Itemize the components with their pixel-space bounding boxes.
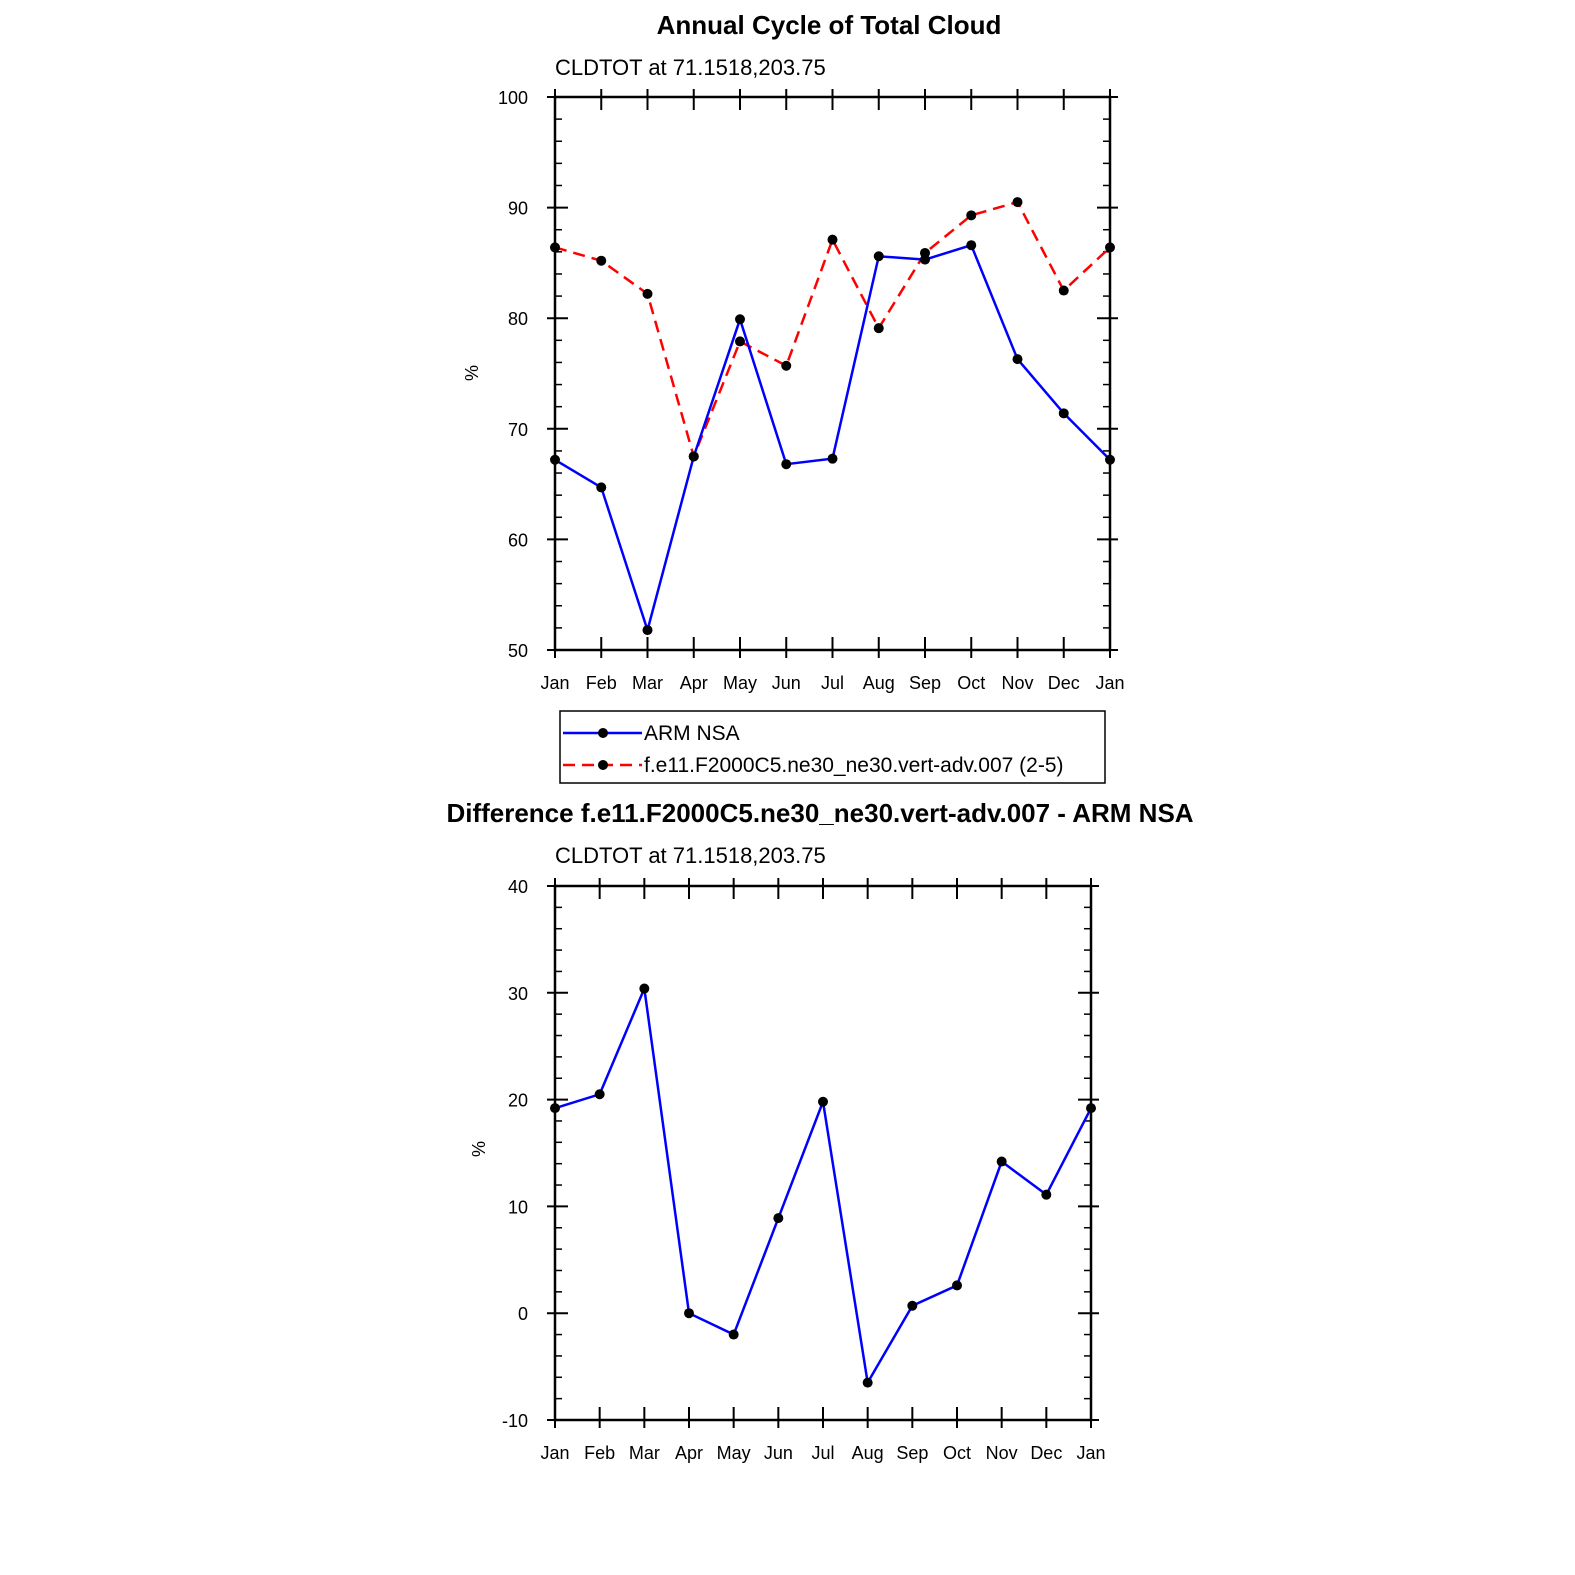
x-tick-label: Jan [540, 1443, 569, 1463]
data-point [827, 234, 838, 245]
y-tick-label: 30 [508, 984, 528, 1004]
x-tick-label: Feb [584, 1443, 615, 1463]
data-point [966, 240, 977, 251]
x-tick-label: Oct [957, 673, 985, 693]
legend-box [559, 710, 1106, 784]
y-tick-label: 80 [508, 309, 528, 329]
chart-subtitle: CLDTOT at 71.1518,203.75 [555, 843, 826, 868]
plot-frame [553, 884, 1093, 1422]
y-axis-label: % [462, 365, 482, 381]
y-tick-label: 0 [518, 1304, 528, 1324]
legend-item-arm-nsa: ARM NSA [563, 722, 740, 745]
data-point [862, 1377, 873, 1388]
data-point [1012, 354, 1023, 365]
y-tick-label: 70 [508, 420, 528, 440]
y-tick-label: 20 [508, 1091, 528, 1111]
legend-marker-model [598, 760, 608, 770]
y-tick-label: -10 [502, 1411, 528, 1431]
chart-subtitle: CLDTOT at 71.1518,203.75 [555, 55, 826, 80]
data-point [1041, 1189, 1052, 1200]
chart-title: Annual Cycle of Total Cloud [657, 10, 1002, 40]
legend-label-arm-nsa: ARM NSA [644, 722, 740, 745]
y-tick-label: 90 [508, 199, 528, 219]
x-tick-label: Sep [896, 1443, 928, 1463]
data-point [920, 254, 930, 265]
data-point [873, 323, 884, 334]
data-point [966, 210, 977, 221]
difference-panel: Difference f.e11.F2000C5.ne30_ne30.vert-… [446, 798, 1193, 1463]
x-tick-label: Aug [852, 1443, 884, 1463]
axis-ticks: Jan Feb Mar Apr May Jun Jul Aug Sep Oct Nov Dec Jan 5… [498, 88, 1125, 693]
y-tick-label: 50 [508, 641, 528, 661]
x-tick-label: Jul [811, 1443, 834, 1463]
legend-label-model: f.e11.F2000C5.ne30_ne30.vert-adv.007 (2-… [644, 754, 1064, 777]
axis-ticks: Jan Feb Mar Apr May Jun Jul Aug Sep Oct Nov Dec Jan-… [502, 877, 1106, 1463]
x-tick-label: Jan [1076, 1443, 1105, 1463]
legend-marker-arm-nsa [598, 728, 608, 738]
data-point [684, 1308, 694, 1319]
data-point [996, 1156, 1007, 1167]
data-point [827, 453, 838, 464]
data-point [735, 336, 745, 347]
x-tick-label: Jan [1095, 673, 1124, 693]
plot-marks [550, 983, 1096, 1388]
y-tick-label: 10 [508, 1197, 528, 1217]
data-point [952, 1280, 962, 1291]
x-tick-label: Apr [680, 673, 708, 693]
x-tick-label: Mar [629, 1443, 660, 1463]
series-line-1 [554, 983, 1093, 1387]
data-point [596, 255, 607, 266]
data-point [594, 1089, 605, 1100]
legend-item-model: f.e11.F2000C5.ne30_ne30.vert-adv.007 (2-… [563, 754, 1064, 777]
data-point [728, 1329, 739, 1340]
data-point [1012, 197, 1023, 208]
data-point [818, 1096, 828, 1107]
x-tick-label: Sep [909, 673, 941, 693]
y-tick-label: 100 [498, 88, 528, 108]
chart-title: Difference f.e11.F2000C5.ne30_ne30.vert-… [446, 798, 1193, 828]
y-axis-label: % [469, 1141, 489, 1157]
x-tick-label: Aug [863, 673, 895, 693]
data-point [688, 451, 699, 462]
plot-marks [550, 197, 1115, 636]
legend: ARM NSA f.e11.F2000C5.ne30_ne30.vert-adv… [559, 710, 1106, 784]
series-line-1 [554, 243, 1111, 635]
x-tick-label: Apr [675, 1443, 703, 1463]
annual-cycle-panel: Annual Cycle of Total Cloud CLDTOT at 71… [462, 10, 1125, 693]
data-point [907, 1300, 918, 1311]
x-tick-label: Jun [772, 673, 801, 693]
x-tick-label: Oct [943, 1443, 971, 1463]
data-point [1058, 408, 1069, 419]
x-tick-label: May [723, 673, 757, 693]
x-tick-label: Nov [1001, 673, 1033, 693]
data-point [639, 983, 650, 994]
x-tick-label: Nov [986, 1443, 1018, 1463]
x-tick-label: Jul [821, 673, 844, 693]
x-tick-label: Jun [764, 1443, 793, 1463]
plot-frame [553, 95, 1112, 652]
data-point [781, 360, 792, 371]
y-tick-label: 60 [508, 530, 528, 550]
x-tick-label: Mar [632, 673, 663, 693]
y-tick-label: 40 [508, 877, 528, 897]
x-tick-label: Dec [1030, 1443, 1062, 1463]
x-tick-label: Feb [586, 673, 617, 693]
data-point [773, 1213, 784, 1224]
data-point [781, 459, 792, 470]
x-tick-label: Jan [540, 673, 569, 693]
x-tick-label: Dec [1048, 673, 1080, 693]
data-point [735, 314, 745, 325]
x-tick-label: May [717, 1443, 751, 1463]
data-point [873, 251, 884, 262]
data-point [642, 625, 653, 636]
data-point [1058, 285, 1069, 296]
data-point [642, 288, 653, 299]
data-point [596, 482, 607, 493]
